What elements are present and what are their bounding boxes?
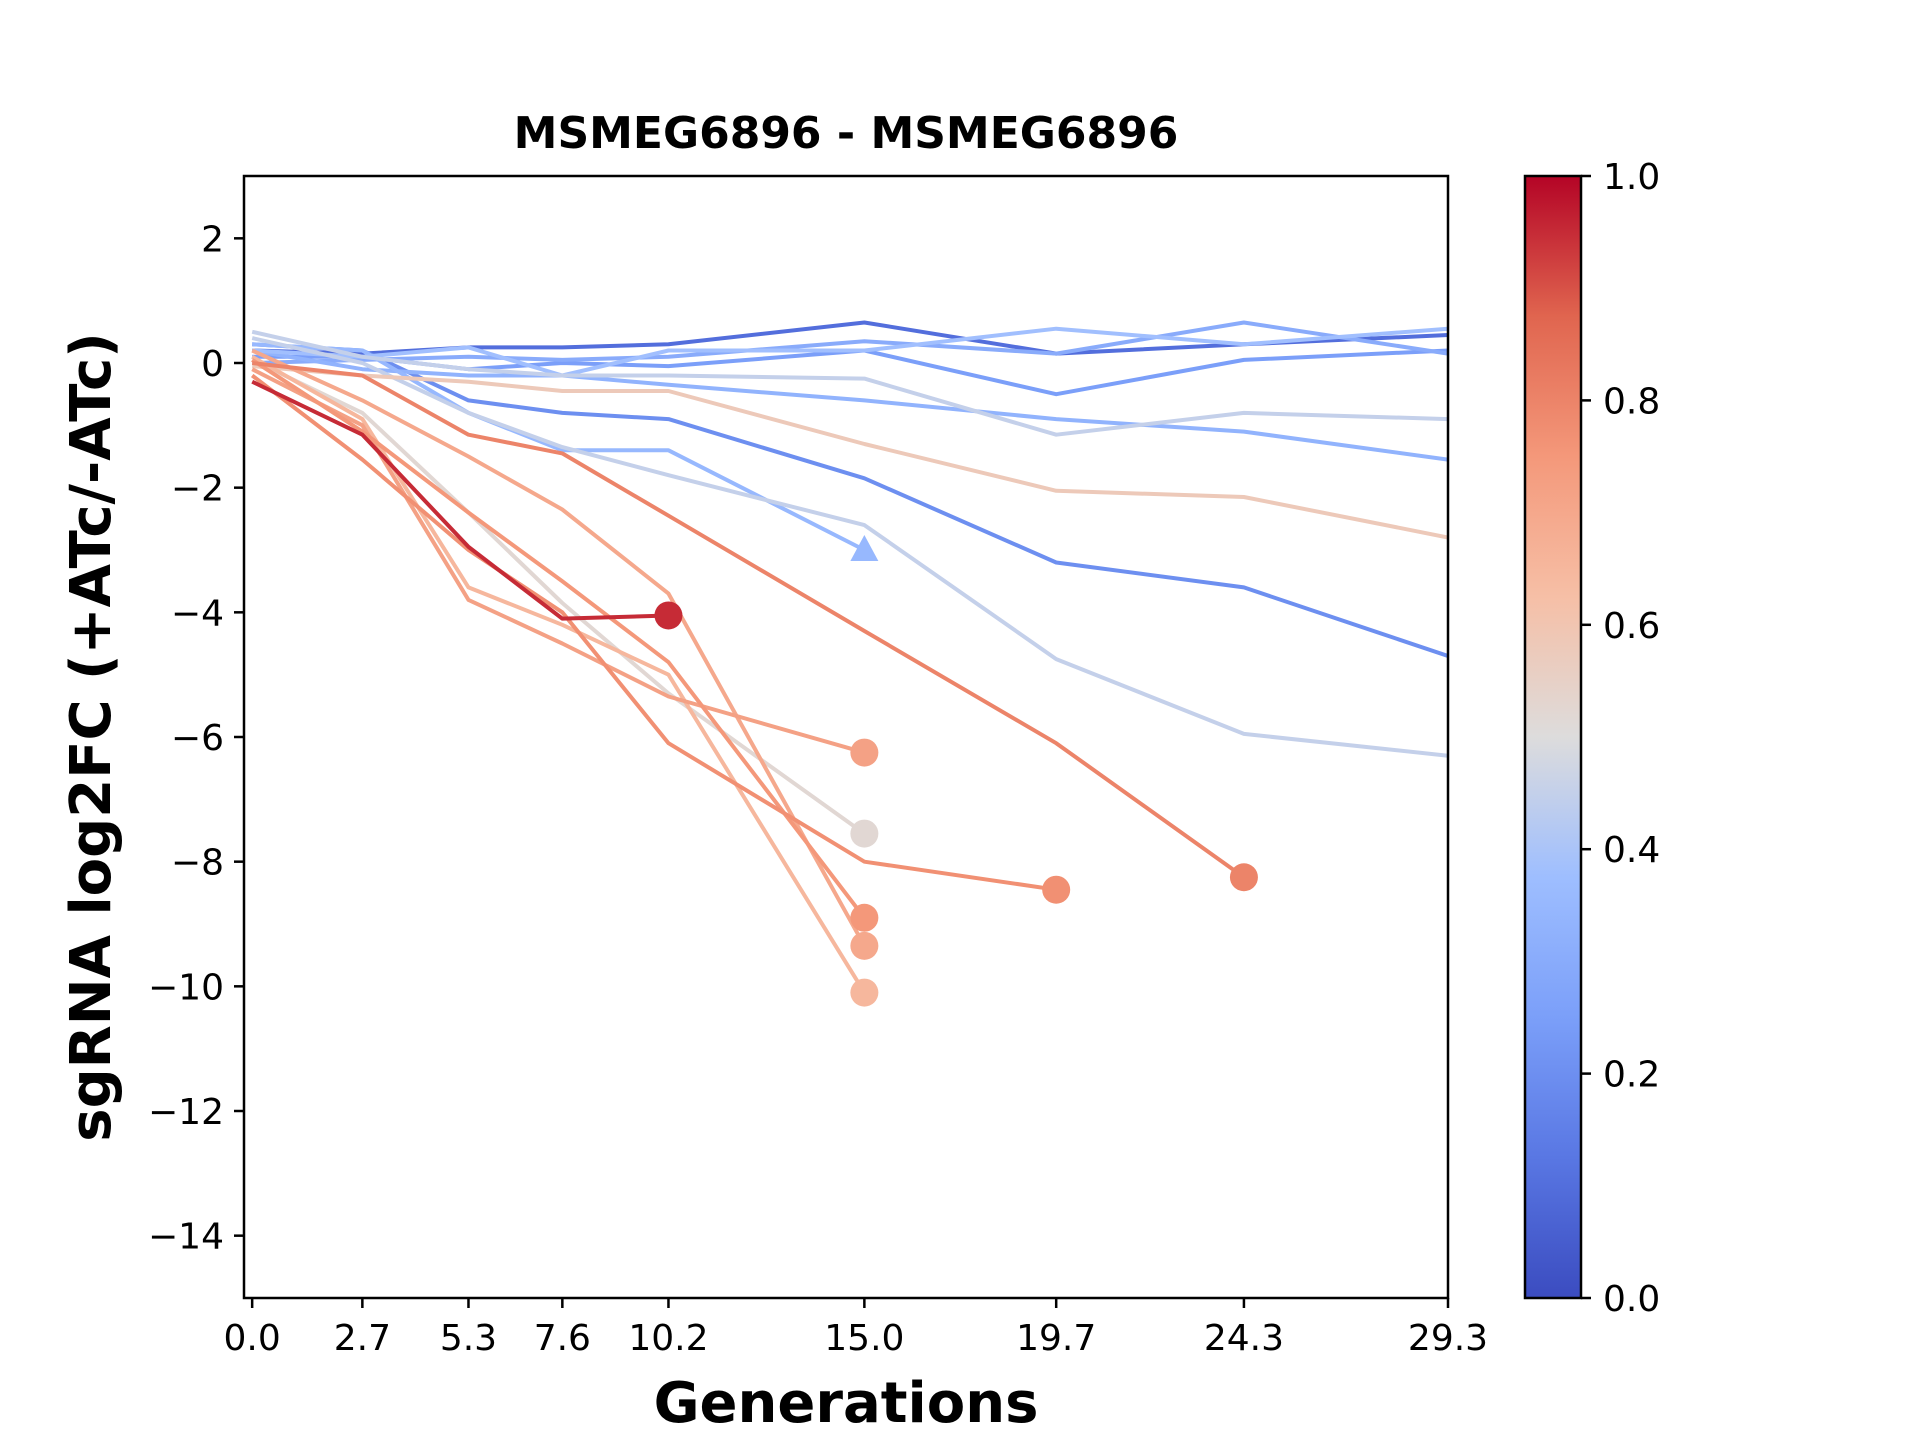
series-end-point-17 <box>1229 863 1258 892</box>
y-tick-label: −6 <box>171 718 224 759</box>
y-axis-ticks: 2 0 −2 −4 −6 −8 −10 −12 −14 <box>148 219 244 1258</box>
series-line-18 <box>251 379 669 621</box>
series-layer <box>250 320 1448 994</box>
x-tick-label: 7.6 <box>534 1318 591 1359</box>
x-tick-label: 0.0 <box>224 1318 281 1359</box>
y-tick-label: −14 <box>148 1217 224 1258</box>
series-end-point-13 <box>850 931 879 960</box>
series-end-point-12 <box>850 978 879 1007</box>
colorbar-ticks: 0.0 0.2 0.4 0.6 0.8 1.0 <box>1581 157 1660 1320</box>
series-end-point-18 <box>654 601 683 630</box>
colorbar-tick-label: 0.6 <box>1603 606 1660 647</box>
series-line-8 <box>251 329 1448 437</box>
x-tick-label: 24.3 <box>1204 1318 1284 1359</box>
y-tick-label: 0 <box>201 344 224 385</box>
x-tick-label: 10.2 <box>628 1318 708 1359</box>
chart-title: MSMEG6896 - MSMEG6896 <box>514 108 1179 159</box>
series-line-11 <box>251 358 866 836</box>
series-line-12 <box>251 355 867 994</box>
series-end-point-14 <box>850 738 879 767</box>
colorbar-tick-label: 0.2 <box>1603 1055 1660 1096</box>
series-line-16 <box>250 373 1057 892</box>
y-tick-label: −8 <box>171 843 224 884</box>
series-line-13 <box>251 348 867 947</box>
marker-layer <box>654 535 1258 1007</box>
series-line-4 <box>252 320 1448 365</box>
series-end-triangle-6 <box>850 535 879 561</box>
series-line-17 <box>251 361 1246 879</box>
y-tick-label: 2 <box>201 219 224 260</box>
x-axis-ticks: 0.0 2.7 5.3 7.6 10.2 15.0 19.7 24.3 29.3 <box>224 1298 1488 1359</box>
y-tick-label: −10 <box>148 967 224 1008</box>
x-axis-title: Generations <box>654 1371 1039 1436</box>
x-tick-label: 2.7 <box>334 1318 391 1359</box>
x-tick-label: 5.3 <box>440 1318 497 1359</box>
x-tick-label: 19.7 <box>1016 1318 1096 1359</box>
colorbar-tick-label: 0.0 <box>1603 1279 1660 1320</box>
colorbar-tick-label: 1.0 <box>1603 157 1660 198</box>
colorbar-tick-label: 0.4 <box>1603 830 1660 871</box>
y-tick-label: −4 <box>171 593 224 634</box>
series-line-1 <box>252 320 1448 356</box>
x-tick-label: 29.3 <box>1408 1318 1488 1359</box>
series-line-10 <box>252 364 1448 540</box>
series-line-7 <box>252 326 1448 378</box>
series-end-point-15 <box>850 903 879 932</box>
y-tick-label: −12 <box>148 1092 224 1133</box>
colorbar-tick-label: 0.8 <box>1603 381 1660 422</box>
x-tick-label: 15.0 <box>824 1318 904 1359</box>
y-axis-title: sgRNA log2FC (+ATc/-ATc) <box>59 332 124 1142</box>
series-end-point-11 <box>850 819 879 848</box>
series-line-9 <box>251 336 1448 758</box>
series-line-15 <box>251 358 866 920</box>
series-end-point-16 <box>1042 875 1071 904</box>
series-line-2 <box>252 342 1448 658</box>
colorbar <box>1523 174 1583 1300</box>
y-tick-label: −2 <box>171 469 224 510</box>
